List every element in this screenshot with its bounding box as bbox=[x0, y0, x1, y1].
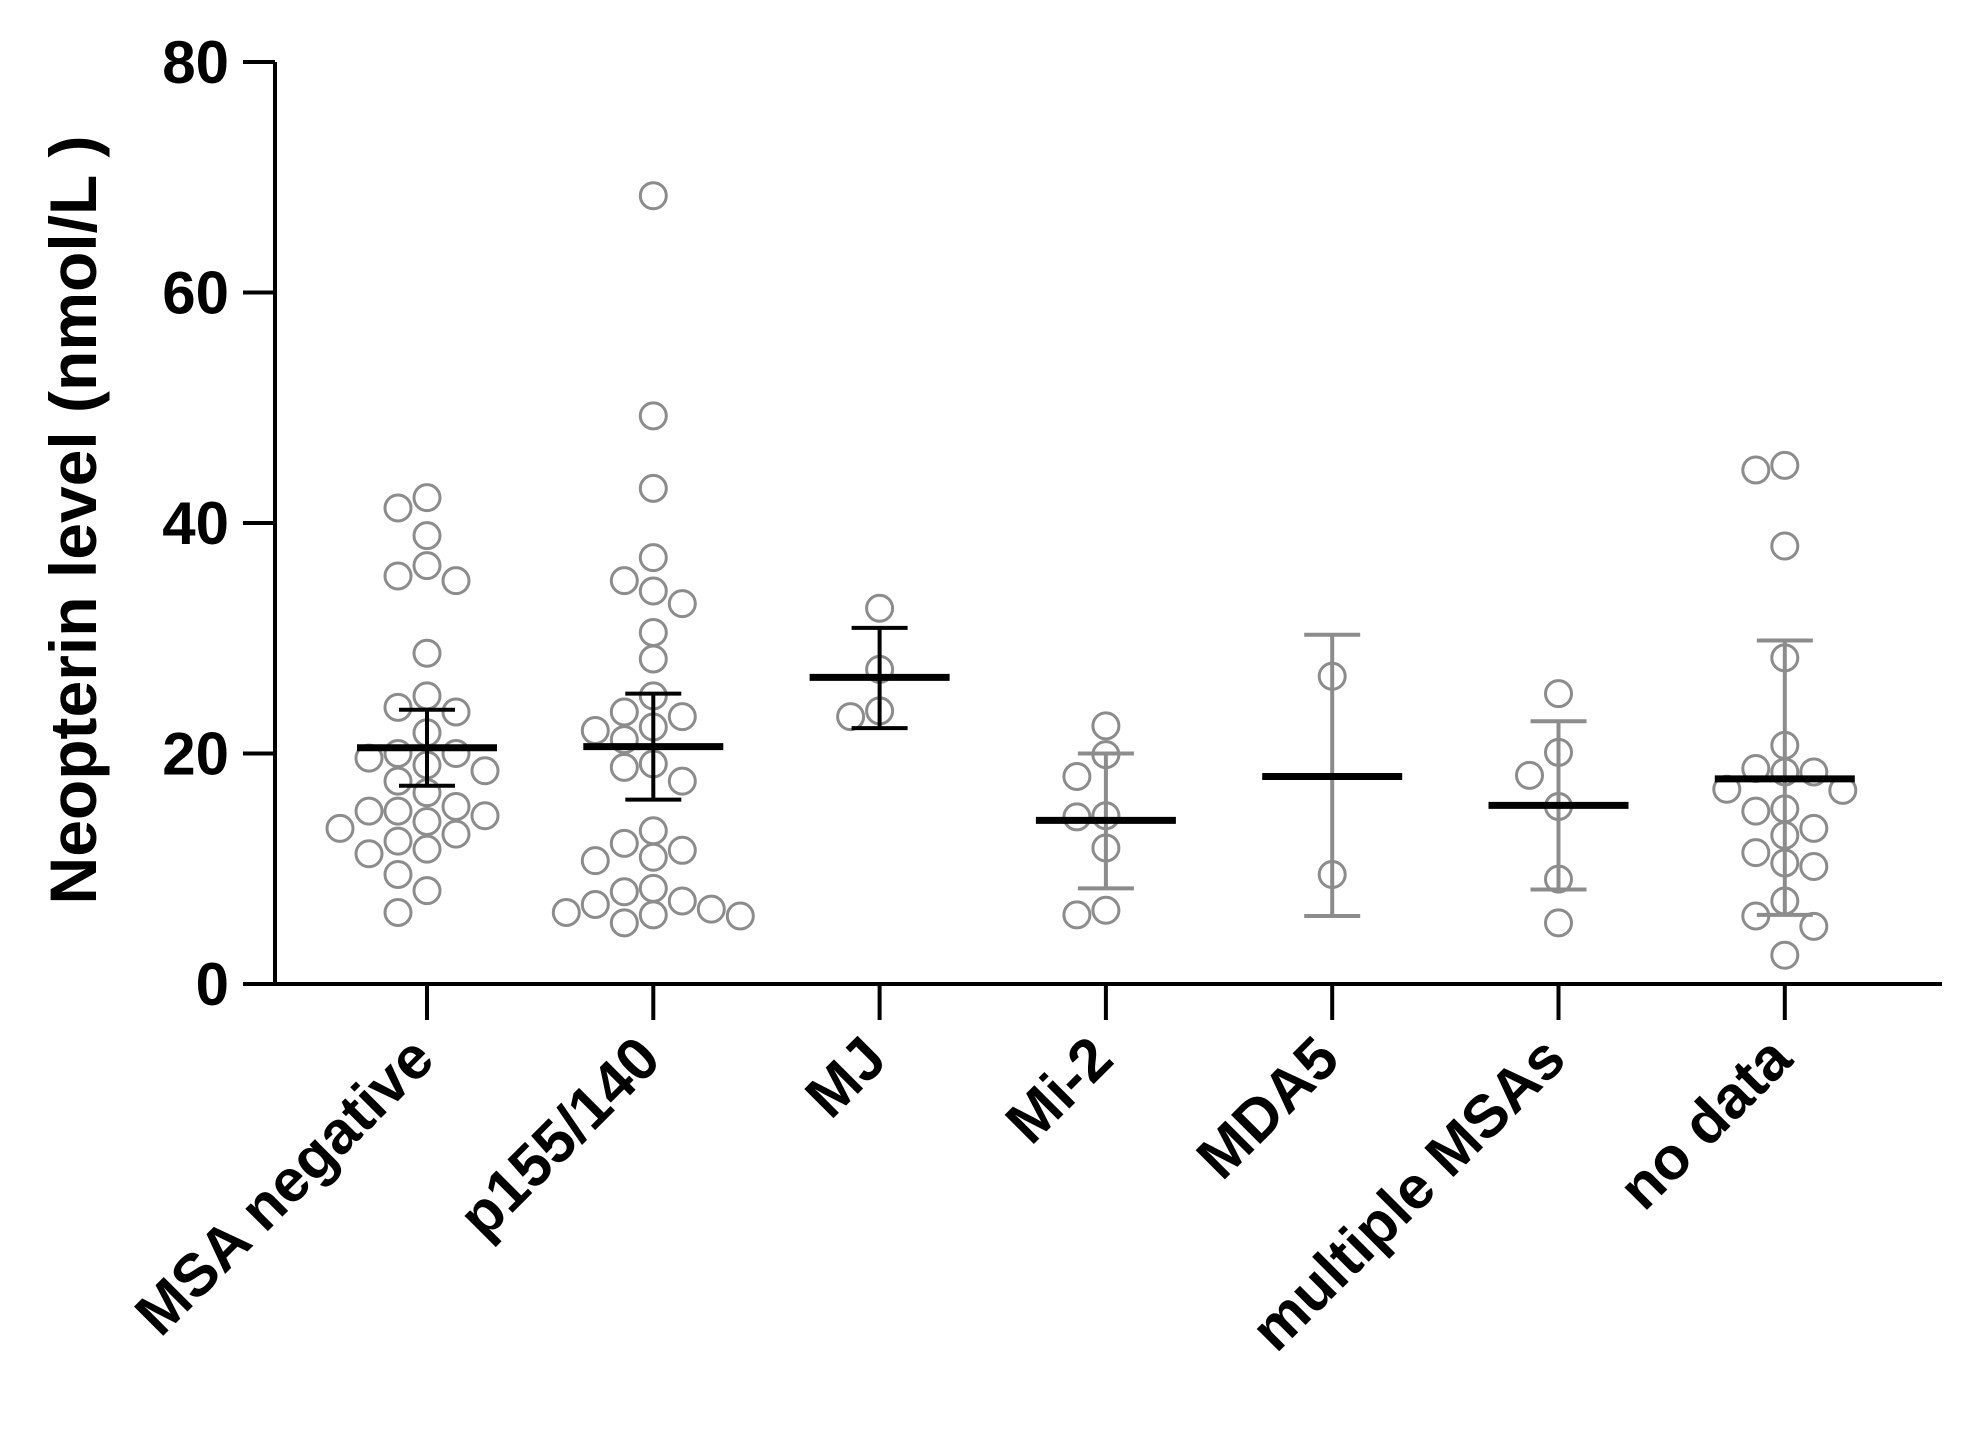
data-point bbox=[383, 692, 413, 722]
data-point bbox=[638, 644, 668, 674]
data-point bbox=[470, 756, 500, 786]
data-point bbox=[412, 681, 442, 711]
data-point bbox=[383, 860, 413, 890]
x-tick-label: MDA5 bbox=[1184, 1024, 1352, 1192]
data-point bbox=[1544, 908, 1573, 938]
data-point bbox=[1799, 911, 1829, 941]
data-point bbox=[609, 908, 639, 938]
data-point bbox=[412, 551, 442, 581]
data-point bbox=[441, 697, 471, 727]
x-tick-label: p155/140 bbox=[446, 1024, 673, 1251]
data-point bbox=[638, 617, 668, 647]
x-tick-label: no data bbox=[1606, 1023, 1805, 1222]
data-point bbox=[1091, 895, 1121, 925]
data-point bbox=[1799, 851, 1829, 881]
data-point bbox=[551, 898, 581, 928]
data-point bbox=[638, 576, 668, 606]
data-point bbox=[667, 835, 697, 865]
data-point bbox=[412, 521, 442, 551]
data-point bbox=[383, 796, 413, 826]
data-point bbox=[1770, 450, 1800, 480]
data-point bbox=[725, 901, 755, 931]
data-point bbox=[1770, 531, 1800, 561]
data-point bbox=[441, 819, 471, 849]
data-point bbox=[383, 898, 413, 928]
data-point bbox=[325, 813, 355, 843]
data-point bbox=[638, 842, 668, 872]
y-tick-label: 60 bbox=[162, 260, 229, 327]
data-point bbox=[667, 589, 697, 619]
y-axis: 0 20 40 60 80 bbox=[162, 29, 277, 1018]
data-point bbox=[412, 834, 442, 864]
data-point bbox=[638, 543, 668, 573]
data-point bbox=[412, 806, 442, 836]
data-point bbox=[609, 752, 639, 782]
data-point bbox=[1515, 760, 1544, 790]
data-point bbox=[638, 401, 668, 431]
data-point bbox=[412, 876, 442, 906]
data-point bbox=[383, 766, 413, 796]
data-point bbox=[609, 828, 639, 858]
data-point bbox=[667, 702, 697, 732]
data-point bbox=[638, 816, 668, 846]
data-point bbox=[836, 702, 866, 732]
data-point bbox=[638, 181, 668, 211]
data-point bbox=[1062, 762, 1092, 792]
y-axis-title: Neopterin level (nmol/L ) bbox=[36, 136, 110, 905]
data-point bbox=[383, 493, 413, 523]
data-point bbox=[580, 889, 610, 919]
data-point bbox=[638, 473, 668, 503]
error-bars bbox=[399, 625, 1813, 919]
data-point bbox=[609, 697, 639, 727]
data-point bbox=[441, 566, 471, 596]
data-point bbox=[1799, 813, 1829, 843]
data-point bbox=[865, 593, 895, 623]
data-point bbox=[696, 894, 726, 924]
data-point bbox=[412, 638, 442, 668]
y-tick-label: 40 bbox=[162, 490, 229, 557]
data-point bbox=[441, 739, 471, 768]
data-point bbox=[609, 725, 639, 755]
y-tick-label: 20 bbox=[162, 721, 229, 788]
y-tick-label: 0 bbox=[196, 951, 229, 1018]
data-point bbox=[441, 792, 471, 822]
data-point bbox=[1799, 757, 1829, 787]
data-point bbox=[383, 739, 413, 768]
data-point bbox=[667, 766, 697, 796]
data-point bbox=[1091, 711, 1121, 741]
x-tick-label: MJ bbox=[792, 1024, 898, 1130]
data-point bbox=[1544, 679, 1573, 709]
data-point bbox=[1770, 940, 1800, 970]
data-point bbox=[470, 801, 500, 831]
data-point bbox=[638, 873, 668, 903]
data-point bbox=[580, 846, 610, 876]
mean-bars bbox=[357, 673, 1855, 824]
data-point bbox=[1741, 838, 1771, 868]
data-point bbox=[609, 566, 639, 596]
data-points bbox=[325, 181, 1858, 970]
data-point bbox=[1741, 455, 1771, 485]
data-point bbox=[1062, 900, 1092, 930]
data-point bbox=[638, 900, 668, 930]
data-point bbox=[412, 483, 442, 513]
data-point bbox=[1741, 796, 1771, 826]
data-point bbox=[383, 826, 413, 856]
data-point bbox=[580, 715, 610, 745]
data-point bbox=[354, 839, 384, 869]
data-point bbox=[667, 886, 697, 916]
data-point bbox=[354, 796, 384, 826]
x-tick-label: MSA negative bbox=[122, 1024, 446, 1348]
y-tick-label: 80 bbox=[162, 29, 229, 96]
x-tick-label: Mi-2 bbox=[993, 1024, 1125, 1156]
data-point bbox=[383, 561, 413, 591]
data-point bbox=[609, 877, 639, 907]
